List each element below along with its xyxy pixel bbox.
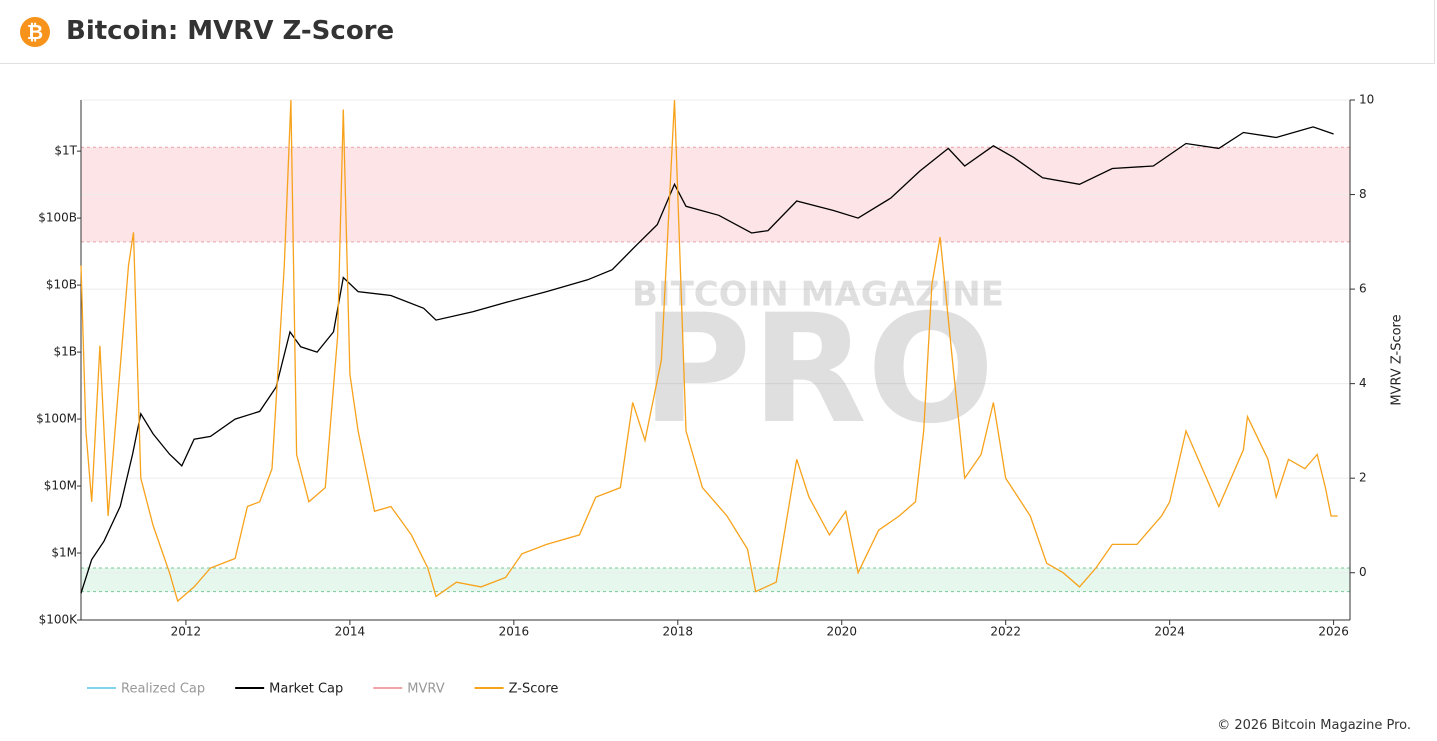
y2-tick-label: 6 <box>1359 282 1367 296</box>
y-tick-label: $1M <box>51 546 77 560</box>
header: ₿ Bitcoin: MVRV Z-Score <box>0 0 1435 64</box>
y2-tick-label: 2 <box>1359 471 1367 485</box>
y2-tick-label: 0 <box>1359 565 1367 579</box>
x-tick-label: 2020 <box>826 625 857 639</box>
x-tick-label: 2026 <box>1318 625 1349 639</box>
legend-item[interactable]: MVRV <box>373 682 445 697</box>
y-tick-label: $100B <box>38 211 77 225</box>
watermark-text: BITCOIN MAGAZINE <box>632 275 1004 315</box>
x-tick-label: 2012 <box>171 625 202 639</box>
y-tick-label: $10M <box>44 479 77 493</box>
series-line <box>80 99 1338 603</box>
y2-tick-label: 4 <box>1359 376 1367 390</box>
x-tick-label: 2016 <box>499 625 530 639</box>
x-tick-label: 2022 <box>990 625 1021 639</box>
y-tick-label: $100K <box>39 613 79 627</box>
series-line <box>80 126 1334 594</box>
legend-label: Market Cap <box>269 682 343 697</box>
legend-label: MVRV <box>407 682 444 697</box>
watermark-text: PRO <box>642 283 995 457</box>
legend-label: Z-Score <box>509 682 559 697</box>
legend-item[interactable]: Market Cap <box>235 682 343 697</box>
y2-axis-label: MVRV Z-Score <box>1390 314 1405 405</box>
copyright: © 2026 Bitcoin Magazine Pro. <box>1217 718 1411 733</box>
x-tick-label: 2014 <box>335 625 366 639</box>
y2-tick-label: 8 <box>1359 187 1367 201</box>
y-tick-label: $10B <box>46 278 77 292</box>
legend-item[interactable]: Realized Cap <box>87 682 205 697</box>
y-tick-label: $100M <box>36 412 77 426</box>
bitcoin-logo: ₿ <box>20 17 50 47</box>
legend-item[interactable]: Z-Score <box>474 682 559 697</box>
x-tick-label: 2024 <box>1154 625 1185 639</box>
x-tick-label: 2018 <box>663 625 694 639</box>
chart-title: Bitcoin: MVRV Z-Score <box>66 16 395 46</box>
y-tick-label: $1T <box>54 144 77 158</box>
zone <box>81 568 1350 592</box>
y2-tick-label: 10 <box>1359 93 1374 107</box>
legend-label: Realized Cap <box>121 682 205 697</box>
y-tick-label: $1B <box>53 345 77 359</box>
